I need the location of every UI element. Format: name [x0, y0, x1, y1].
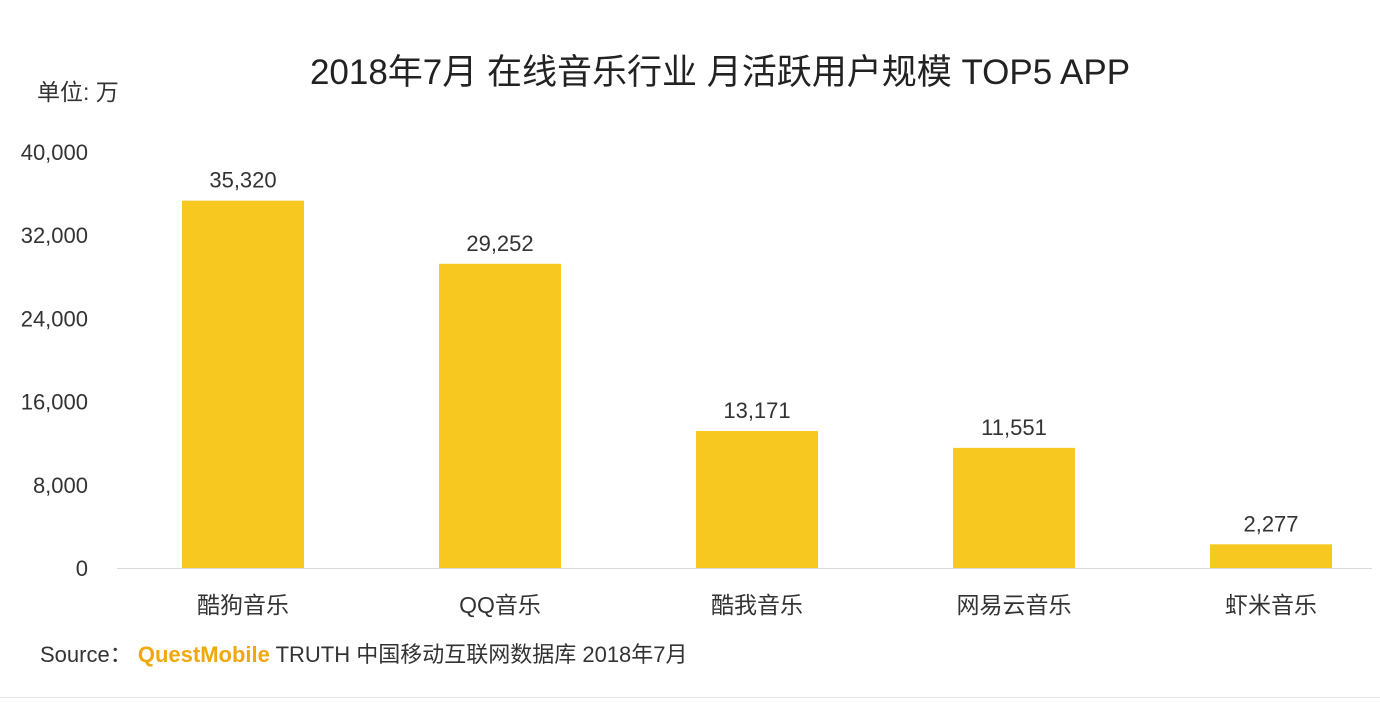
chart-title: 2018年7月 在线音乐行业 月活跃用户规模 TOP5 APP: [309, 53, 1131, 92]
bar: [439, 263, 561, 568]
x-tick-label: 酷我音乐: [711, 592, 803, 618]
data-label: 29,252: [466, 231, 533, 256]
y-tick-label: 32,000: [21, 223, 88, 248]
source-brand-logo: QuestMobile: [137, 642, 270, 667]
data-label: 13,171: [723, 398, 790, 423]
x-tick-label: 虾米音乐: [1225, 592, 1317, 618]
y-tick-label: 24,000: [21, 306, 88, 331]
source-text: TRUTH 中国移动互联网数据库 2018年7月: [275, 642, 688, 667]
bar: [696, 431, 818, 568]
unit-label: 单位: 万: [37, 79, 119, 105]
bottom-divider: [0, 697, 1380, 698]
y-axis: 0 8,000 16,000 24,000 32,000 40,000: [21, 140, 88, 581]
data-labels: 35,320 29,252 13,171 11,551 2,277: [209, 168, 1298, 537]
y-tick-label: 0: [76, 556, 88, 581]
source-note: Source： QuestMobile TRUTH 中国移动互联网数据库 201…: [40, 637, 688, 669]
x-axis-labels: 酷狗音乐 QQ音乐 酷我音乐 网易云音乐 虾米音乐: [197, 592, 1317, 618]
x-tick-label: QQ音乐: [459, 592, 541, 618]
bar: [1210, 544, 1332, 568]
data-label: 2,277: [1243, 511, 1298, 536]
data-label: 11,551: [981, 415, 1047, 440]
y-tick-label: 8,000: [33, 473, 88, 498]
y-tick-label: 16,000: [21, 390, 88, 415]
x-tick-label: 酷狗音乐: [197, 592, 289, 618]
source-prefix: Source：: [40, 642, 132, 667]
x-tick-label: 网易云音乐: [957, 592, 1072, 618]
bars: [182, 200, 1332, 568]
data-label: 35,320: [209, 168, 276, 193]
bar: [182, 200, 304, 568]
bar: [953, 447, 1075, 568]
y-tick-label: 40,000: [21, 140, 88, 165]
